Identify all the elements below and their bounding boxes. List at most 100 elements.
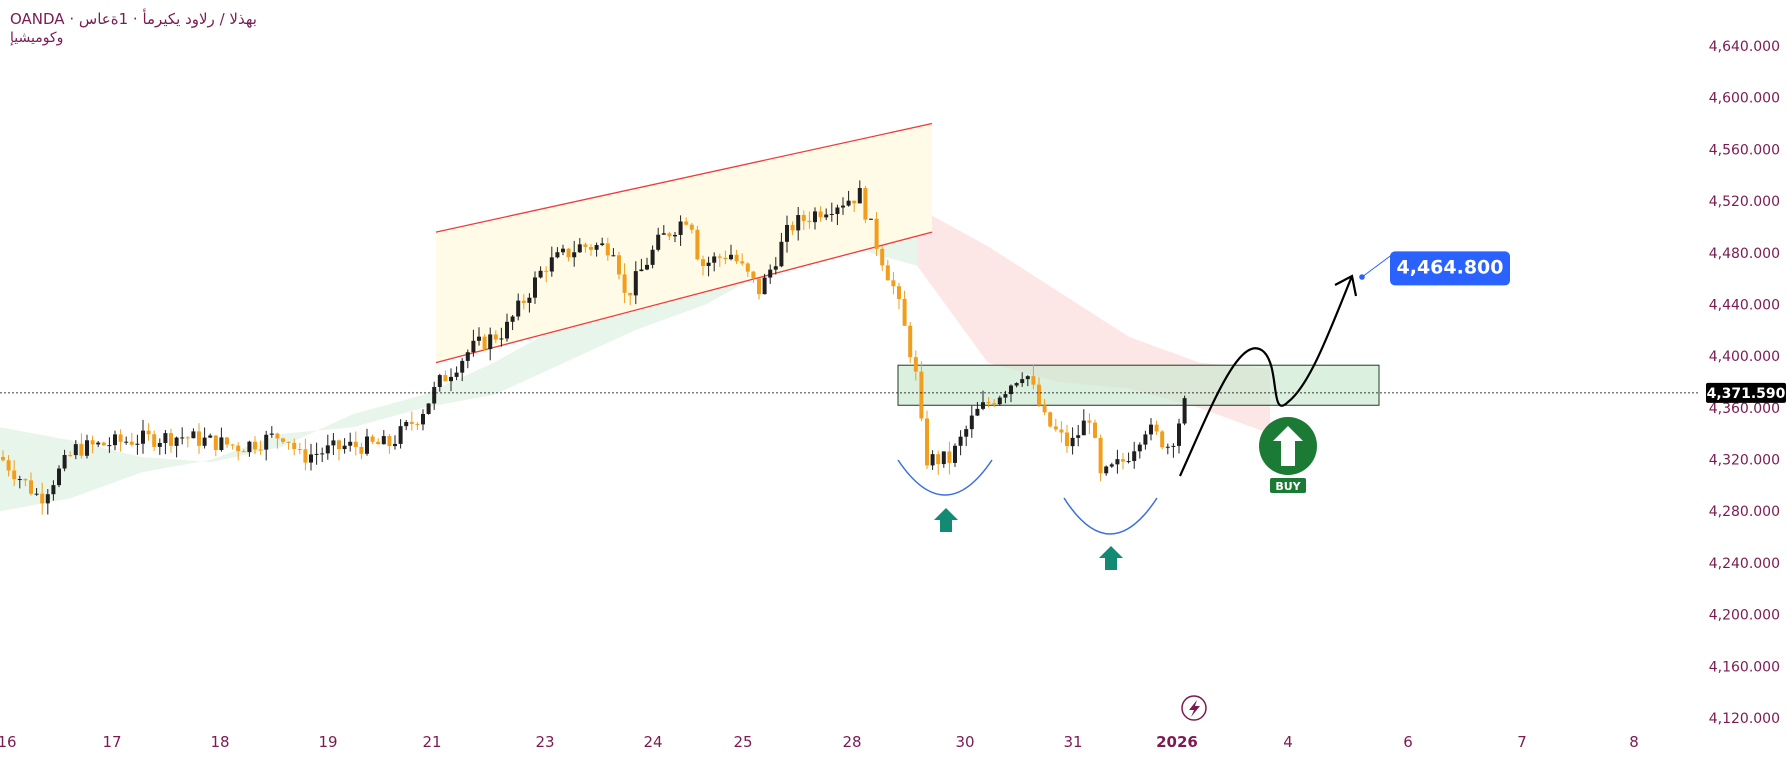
candle-body: [510, 316, 515, 322]
candle: [443, 370, 448, 382]
candle-body: [981, 402, 985, 409]
candle: [1149, 418, 1153, 441]
candle: [113, 430, 117, 451]
candle-body: [549, 257, 554, 272]
candle-body: [185, 437, 190, 439]
candle-body: [6, 460, 11, 471]
candle: [885, 259, 890, 281]
candle-body: [241, 451, 246, 453]
y-tick-label: 4,440.000: [1709, 297, 1780, 313]
candle: [594, 242, 599, 257]
target-connector: [1361, 253, 1394, 278]
cup-curve-right[interactable]: [1063, 497, 1158, 535]
candle-body: [729, 254, 733, 260]
indicator-label: وكوميشيإ: [10, 30, 64, 46]
candle: [745, 262, 750, 277]
x-tick-label: 17: [102, 733, 121, 751]
candle: [208, 433, 213, 439]
candle: [997, 395, 1002, 406]
candle: [835, 204, 840, 226]
candle-body: [471, 340, 476, 353]
candle: [236, 442, 241, 461]
candle: [325, 434, 330, 460]
candle-body: [1087, 420, 1092, 423]
cup-curve-left[interactable]: [897, 459, 993, 496]
candle: [376, 438, 381, 445]
candle-body: [258, 449, 263, 451]
candle-body: [342, 445, 347, 450]
candle: [1160, 430, 1165, 450]
x-tick-label: 4: [1283, 733, 1293, 751]
candle-body: [1048, 412, 1053, 427]
candle-body: [292, 442, 297, 450]
candle-body: [135, 443, 140, 445]
candle: [908, 321, 913, 364]
candle: [561, 244, 565, 256]
candle-body: [1081, 420, 1086, 436]
candle: [12, 460, 17, 487]
candle-body: [320, 453, 325, 455]
candle-body: [12, 470, 17, 480]
candle-body: [555, 252, 560, 258]
candle: [740, 253, 745, 266]
x-tick-label: 7: [1517, 733, 1527, 751]
candle: [1009, 384, 1013, 403]
candle-body: [919, 371, 924, 419]
candle-body: [1154, 424, 1159, 432]
candle-body: [561, 248, 565, 253]
candle: [656, 227, 661, 252]
candle: [393, 435, 397, 450]
channel-lower-line[interactable]: [435, 231, 933, 364]
candle: [717, 253, 722, 267]
y-tick-label: 4,240.000: [1709, 556, 1780, 572]
candle-body: [393, 443, 397, 447]
candle: [941, 451, 946, 468]
candle: [824, 208, 829, 221]
current-price-box: [1706, 382, 1786, 403]
channel-upper-line[interactable]: [435, 122, 933, 233]
candle-body: [841, 205, 845, 208]
candle: [247, 440, 252, 457]
candle: [600, 237, 605, 247]
candle-body: [1143, 434, 1148, 445]
candle-body: [264, 434, 269, 450]
candle: [465, 349, 470, 369]
candle-body: [1031, 376, 1036, 385]
projection-path[interactable]: [1178, 275, 1354, 477]
resistance-zone-box[interactable]: [897, 364, 1380, 406]
candle: [213, 435, 218, 457]
candle-body: [157, 442, 162, 447]
candle-body: [1059, 429, 1064, 433]
candle-body: [477, 336, 481, 341]
target-label-box[interactable]: [1390, 251, 1510, 286]
lightning-bolt-icon[interactable]: [1181, 695, 1207, 721]
candle-body: [1115, 459, 1120, 465]
candle: [1065, 424, 1069, 453]
candle-body: [611, 255, 616, 257]
candle-body: [751, 271, 756, 279]
candle-body: [415, 423, 420, 425]
candle: [62, 449, 67, 472]
candle: [1031, 365, 1036, 390]
candle: [225, 436, 229, 448]
candle: [510, 314, 515, 331]
candle: [348, 432, 353, 452]
candle-body: [219, 437, 224, 451]
candle: [897, 282, 901, 310]
candle: [706, 256, 711, 277]
candle: [1014, 382, 1019, 388]
resistance-zone: [897, 364, 1380, 406]
candle-body: [594, 245, 599, 250]
candle-body: [303, 449, 308, 463]
candle: [1132, 441, 1137, 469]
candle-body: [118, 434, 123, 442]
candle-body: [230, 444, 235, 446]
candle: [689, 222, 694, 234]
candle: [751, 270, 756, 283]
candle-body: [762, 277, 767, 295]
candle-body: [34, 493, 39, 495]
candle: [275, 432, 280, 449]
candle: [1126, 452, 1131, 464]
x-tick-label: 8: [1629, 733, 1639, 751]
